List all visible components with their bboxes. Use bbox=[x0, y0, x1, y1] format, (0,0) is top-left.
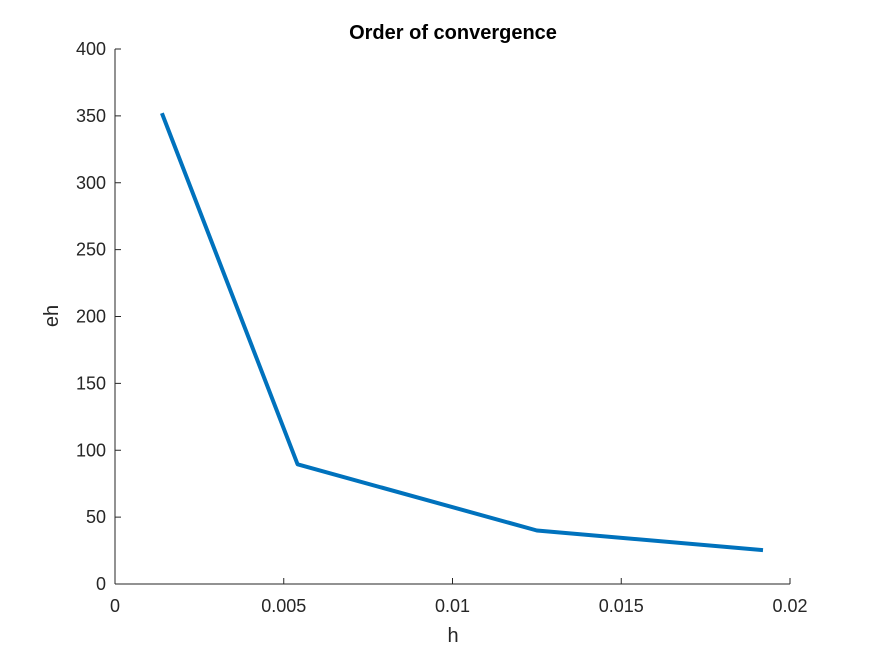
y-tick-label: 50 bbox=[86, 507, 106, 527]
y-tick-label: 100 bbox=[76, 440, 106, 460]
y-tick-label: 200 bbox=[76, 307, 106, 327]
y-tick-label: 0 bbox=[96, 574, 106, 594]
axes: 0 0.005 0.01 0.015 0.02 0 50 100 150 200 250 300 350… bbox=[76, 39, 808, 616]
y-tick-label: 250 bbox=[76, 240, 106, 260]
chart-title: Order of convergence bbox=[349, 22, 557, 44]
x-tick-label: 0.005 bbox=[261, 596, 306, 616]
y-axis-label: eh bbox=[41, 305, 63, 327]
x-tick-label: 0 bbox=[110, 596, 120, 616]
x-tick-label: 0.01 bbox=[435, 596, 470, 616]
x-tick-label: 0.015 bbox=[599, 596, 644, 616]
x-axis-label: h bbox=[447, 625, 458, 647]
series-line bbox=[160, 112, 764, 553]
y-tick-label: 300 bbox=[76, 173, 106, 193]
y-tick-label: 350 bbox=[76, 106, 106, 126]
y-tick-label: 400 bbox=[76, 39, 106, 59]
x-tick-label: 0.02 bbox=[772, 596, 807, 616]
y-tick-label: 150 bbox=[76, 373, 106, 393]
series-group bbox=[160, 112, 764, 553]
